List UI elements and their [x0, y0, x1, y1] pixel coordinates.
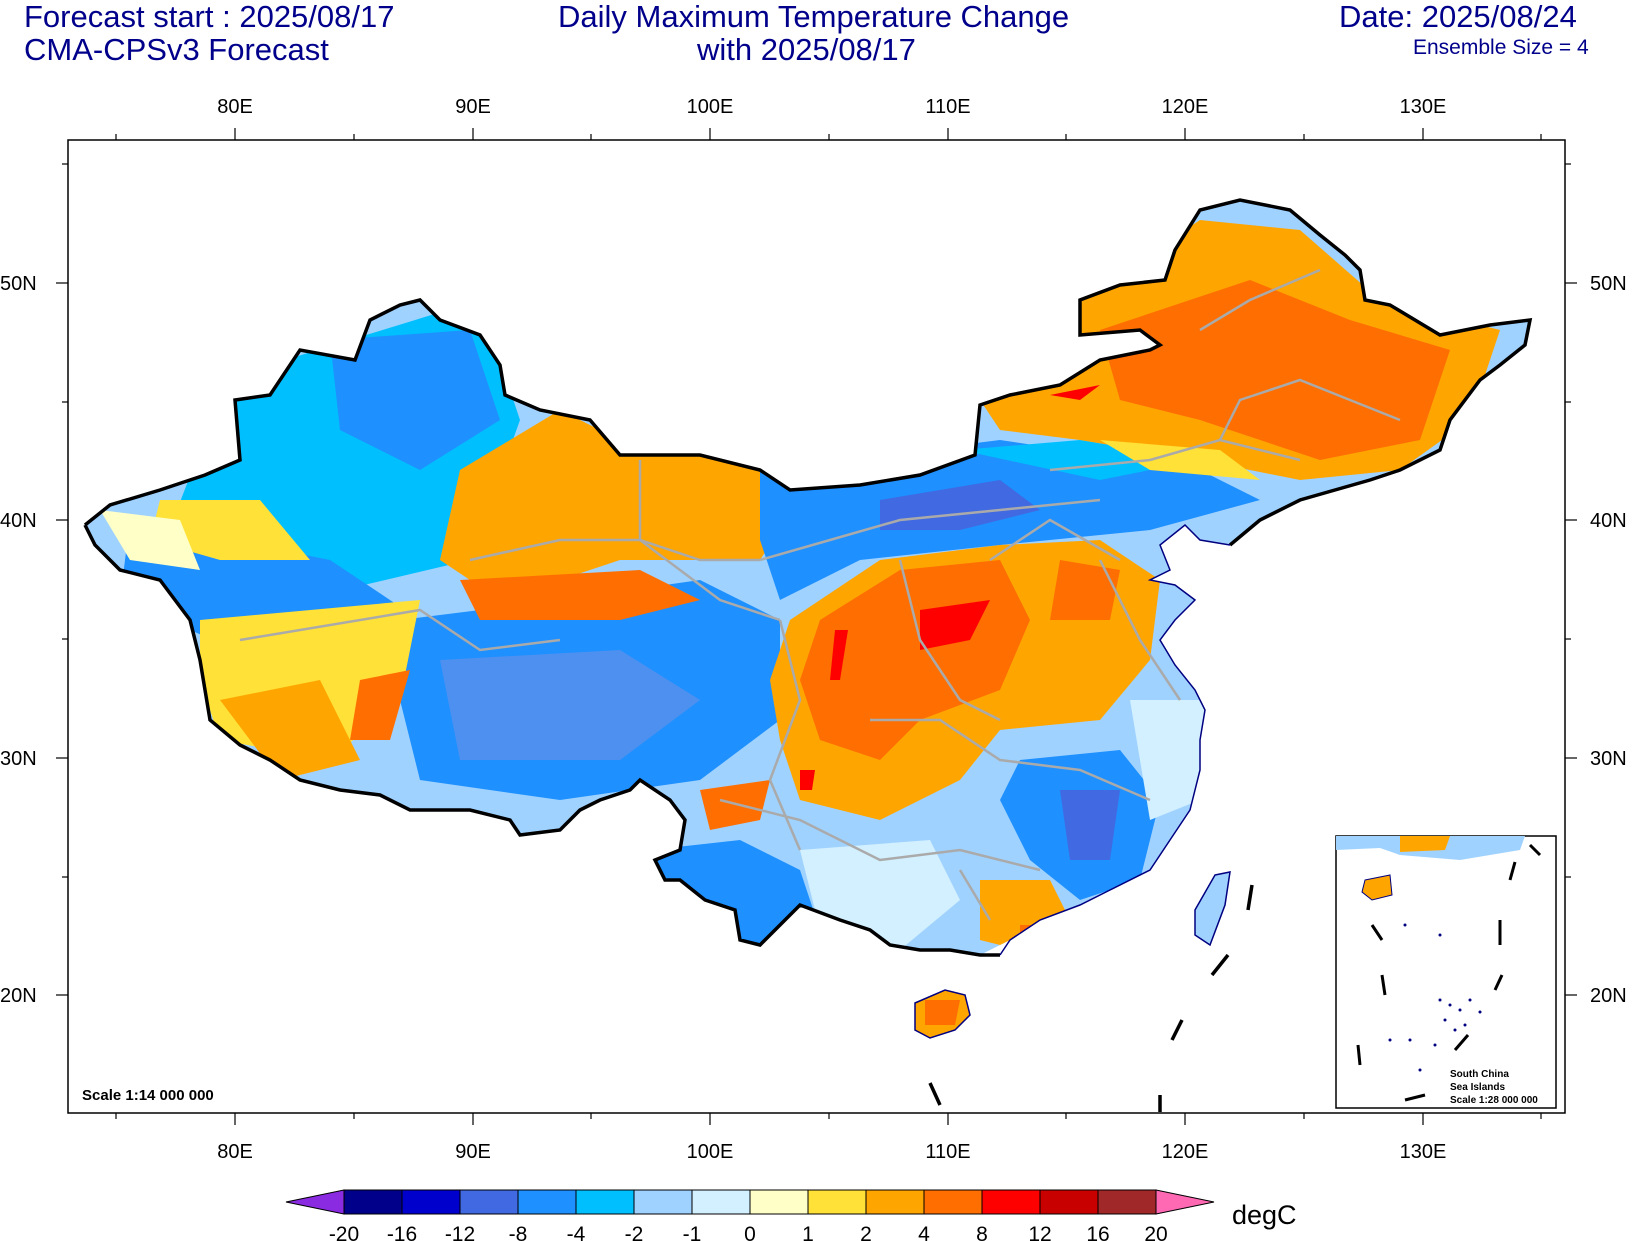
lon-label-bottom: 110E: [925, 1141, 970, 1163]
colorbar-tick-label: -12: [445, 1223, 475, 1241]
taiwan-island: [1194, 871, 1231, 947]
colorbar-tick-label: 12: [1028, 1223, 1051, 1241]
colorbar-tick-label: 8: [976, 1223, 988, 1241]
lon-label-top: 80E: [217, 96, 253, 118]
lat-label-left: 50N: [0, 273, 37, 295]
colorbar-swatch: [923, 1189, 983, 1215]
colorbar-swatch: [1097, 1189, 1157, 1215]
forecast-start-label: Forecast start : 2025/08/17: [24, 0, 395, 34]
lat-label-right: 20N: [1590, 985, 1627, 1007]
colorbar-swatch: [807, 1189, 867, 1215]
lon-label-bottom: 120E: [1162, 1141, 1209, 1163]
colorbar-tick-label: 2: [860, 1223, 872, 1241]
lat-label-left: 40N: [0, 510, 37, 532]
colorbar-extend-high: [1155, 1189, 1215, 1215]
colorbar-tick-label: -20: [329, 1223, 359, 1241]
colorbar-swatch: [401, 1189, 461, 1215]
scale-label: Scale 1:14 000 000: [82, 1087, 214, 1104]
lat-label-right: 50N: [1590, 273, 1627, 295]
lon-label-top: 90E: [455, 96, 491, 118]
colorbar-unit: degC: [1232, 1200, 1297, 1230]
province-boundaries: [239, 268, 1401, 921]
lon-label-bottom: 90E: [455, 1141, 491, 1163]
colorbar-tick-label: -1: [683, 1223, 702, 1241]
colorbar: -20 -16 -12 -8 -4 -2 -1 0 1 2 4 8 12 16 20: [285, 1189, 1215, 1241]
inset-scale-label: Scale 1:28 000 000: [1450, 1095, 1538, 1106]
colorbar-swatch: [575, 1189, 635, 1215]
colorbar-swatch: [1039, 1189, 1099, 1215]
colorbar-swatch: [343, 1189, 403, 1215]
colorbar-swatch: [691, 1189, 751, 1215]
lat-label-right: 30N: [1590, 748, 1627, 770]
model-label: CMA-CPSv3 Forecast: [24, 32, 329, 67]
colorbar-swatch: [517, 1189, 577, 1215]
hainan-island: [914, 989, 971, 1039]
colorbar-tick-label: 20: [1144, 1223, 1167, 1241]
inset-label: Sea Islands: [1450, 1082, 1505, 1093]
colorbar-tick-label: 1: [802, 1223, 814, 1241]
coastline: [999, 523, 1231, 956]
ensemble-size-label: Ensemble Size = 4: [1413, 36, 1589, 59]
lon-label-top: 110E: [925, 96, 970, 118]
colorbar-swatch: [981, 1189, 1041, 1215]
colorbar-swatch: [749, 1189, 809, 1215]
lon-label-bottom: 130E: [1400, 1141, 1447, 1163]
lon-label-bottom: 80E: [217, 1141, 253, 1163]
lon-label-top: 120E: [1162, 96, 1209, 118]
colorbar-tick-label: 16: [1086, 1223, 1109, 1241]
axis-ticks: [56, 128, 1577, 1125]
date-label: Date: 2025/08/24: [1339, 0, 1577, 34]
colorbar-swatch: [633, 1189, 693, 1215]
south-china-sea-inset: South China Sea Islands Scale 1:28 000 0…: [1335, 835, 1557, 1109]
map-title: Daily Maximum Temperature Change: [558, 0, 1070, 34]
map-subtitle: with 2025/08/17: [697, 32, 916, 67]
colorbar-tick-label: 0: [744, 1223, 756, 1241]
colorbar-extend-low: [285, 1189, 345, 1215]
colorbar-tick-label: -4: [567, 1223, 586, 1241]
lat-label-left: 30N: [0, 748, 37, 770]
colorbar-swatch: [459, 1189, 519, 1215]
national-border: [83, 198, 1533, 957]
lon-label-top: 130E: [1400, 96, 1447, 118]
lat-label-left: 20N: [0, 985, 37, 1007]
colorbar-tick-label: -2: [625, 1223, 644, 1241]
colorbar-tick-label: -16: [387, 1223, 417, 1241]
lon-label-top: 100E: [687, 96, 734, 118]
colorbar-tick-label: -8: [509, 1223, 528, 1241]
lon-label-bottom: 100E: [687, 1141, 734, 1163]
maritime-boundary: [928, 884, 1254, 1112]
lat-label-right: 40N: [1590, 510, 1627, 532]
inset-label: South China: [1450, 1069, 1509, 1080]
colorbar-tick-label: 4: [918, 1223, 930, 1241]
colorbar-swatch: [865, 1189, 925, 1215]
